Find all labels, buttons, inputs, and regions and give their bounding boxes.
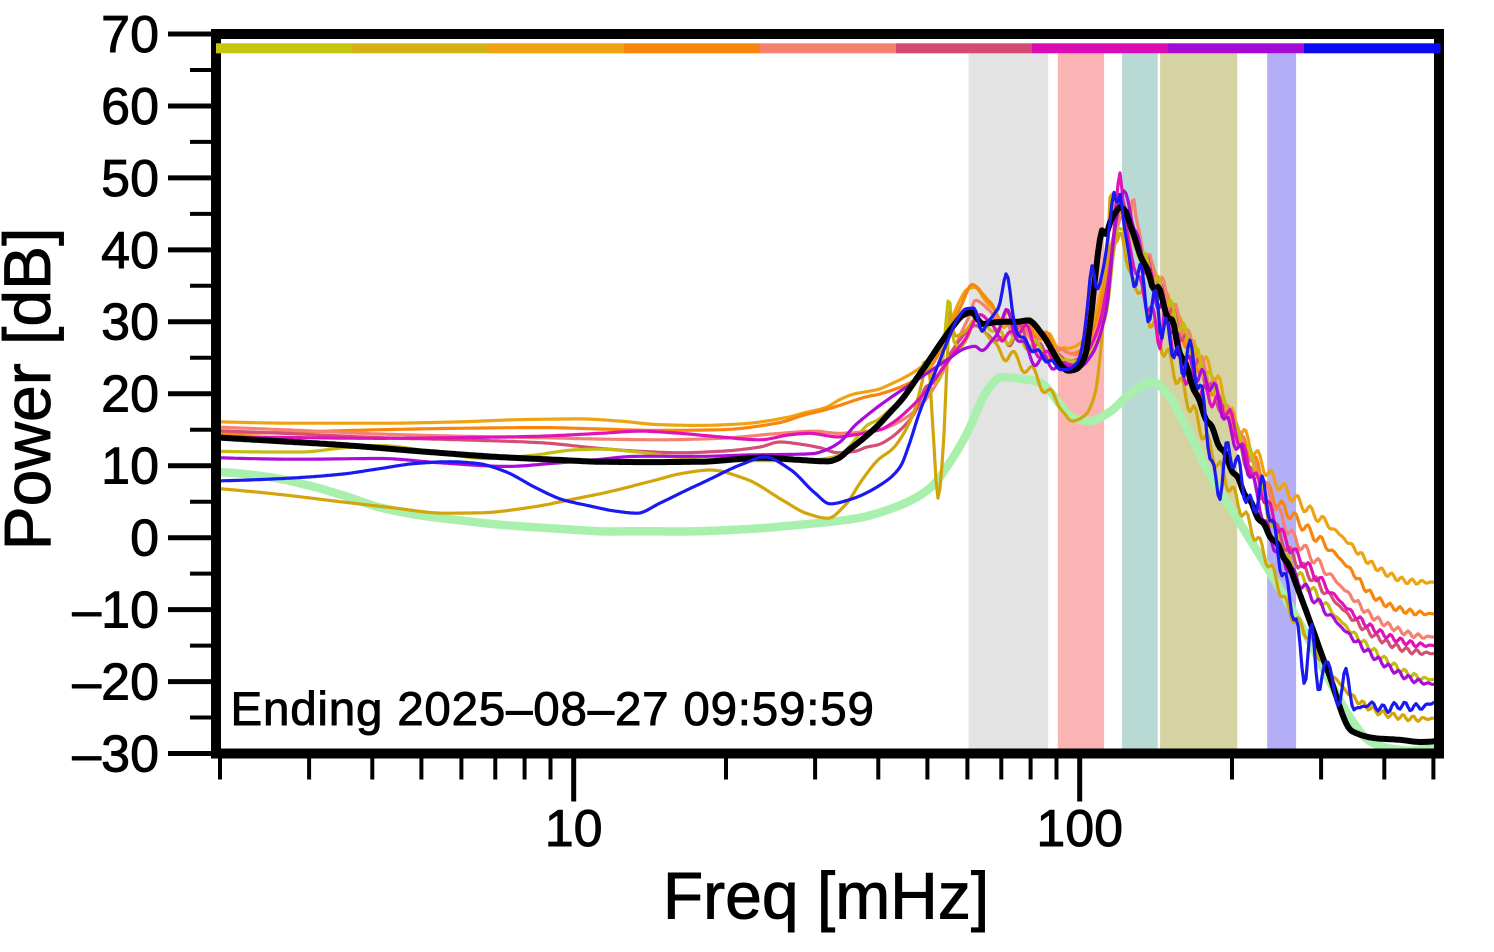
svg-text:Freq [mHz]: Freq [mHz] [663,859,989,933]
svg-text:100: 100 [1036,800,1123,858]
svg-text:70: 70 [101,6,159,64]
svg-text:20: 20 [101,366,159,424]
svg-text:50: 50 [101,150,159,208]
svg-text:0: 0 [130,510,159,568]
svg-text:Power [dB]: Power [dB] [0,228,64,551]
svg-text:60: 60 [101,78,159,136]
svg-text:10: 10 [101,438,159,496]
svg-text:Ending 2025–08–27 09:59:59: Ending 2025–08–27 09:59:59 [231,683,875,736]
svg-text:40: 40 [101,222,159,280]
svg-text:30: 30 [101,294,159,352]
svg-text:–20: –20 [72,654,159,712]
svg-text:–10: –10 [72,582,159,640]
svg-text:10: 10 [545,800,603,858]
svg-text:–30: –30 [72,725,159,783]
